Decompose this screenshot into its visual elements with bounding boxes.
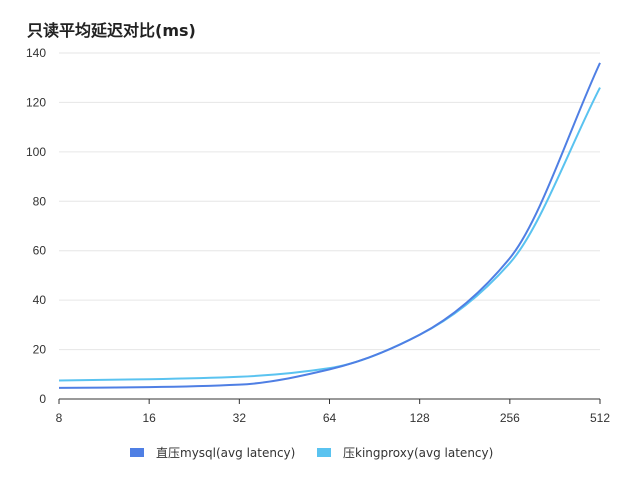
y-tick-label: 100	[26, 145, 46, 159]
legend-item-mysql[interactable]: 直压mysql(avg latency)	[130, 444, 295, 460]
x-tick-label: 16	[142, 411, 156, 425]
y-tick-label: 40	[33, 293, 47, 307]
y-tick-label: 20	[33, 343, 47, 357]
legend-swatch-kingproxy	[317, 447, 331, 457]
series-lines	[58, 62, 601, 389]
chart-title: 只读平均延迟对比(ms)	[27, 21, 196, 40]
y-tick-label: 120	[26, 95, 46, 109]
y-tick-label: 0	[39, 392, 46, 406]
legend-item-kingproxy[interactable]: 压kingproxy(avg latency)	[317, 444, 493, 460]
legend-swatch-mysql	[130, 447, 144, 457]
x-tick-label: 256	[500, 411, 520, 425]
legend: 直压mysql(avg latency) 压kingproxy(avg late…	[0, 444, 627, 460]
x-tick-label: 128	[410, 411, 430, 425]
y-tick-label: 80	[33, 194, 47, 208]
x-tick-label: 32	[233, 411, 247, 425]
series-line-mysql	[58, 62, 601, 389]
x-tick-label: 64	[323, 411, 337, 425]
x-tick-label: 512	[590, 411, 610, 425]
y-tick-label: 140	[26, 46, 46, 60]
gridlines	[59, 52, 600, 351]
axes: 0 20 40 60 80 100 120 140 8 16 32 64 128 256 512	[26, 46, 610, 425]
x-tick-label: 8	[56, 411, 63, 425]
legend-label-mysql: 直压mysql(avg latency)	[156, 445, 296, 460]
legend-label-kingproxy: 压kingproxy(avg latency)	[343, 445, 494, 460]
y-tick-label: 60	[33, 244, 47, 258]
series-line-kingproxy	[58, 87, 601, 382]
